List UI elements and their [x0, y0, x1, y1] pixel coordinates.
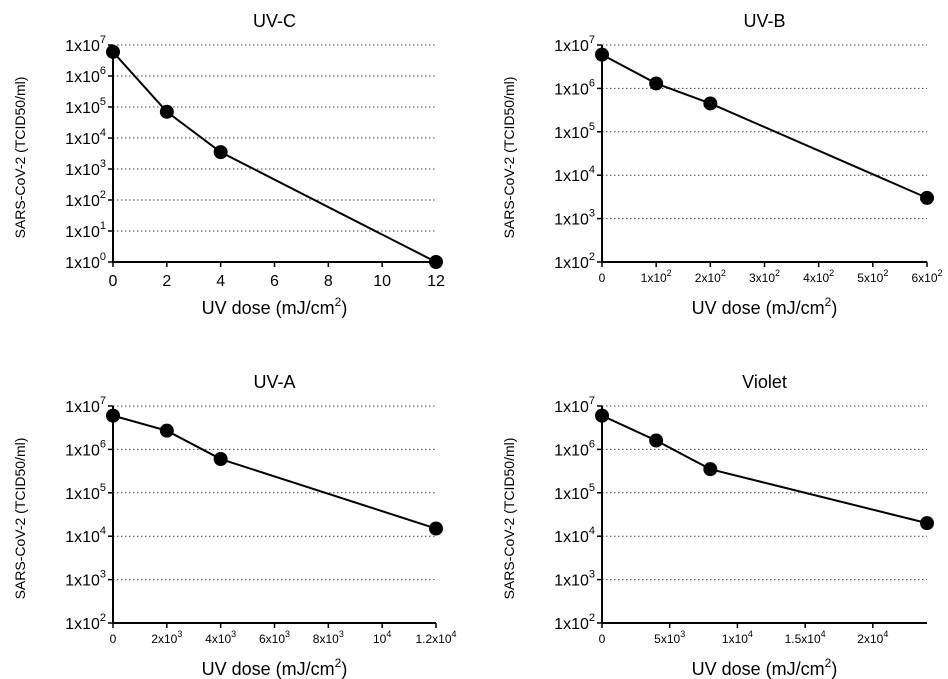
- x-tick-label: 6x102: [911, 268, 942, 285]
- x-axis-label: UV dose (mJ/cm2): [202, 656, 348, 679]
- x-tick-label: 12: [427, 273, 445, 290]
- series-line: [112, 51, 437, 263]
- y-tick-label: 1x105: [65, 96, 106, 117]
- x-tick-label: 5x102: [857, 268, 888, 285]
- x-tick-label: 8: [324, 273, 333, 290]
- data-point: [213, 452, 228, 467]
- y-tick-label: 1x106: [554, 77, 595, 98]
- data-point: [429, 521, 443, 536]
- data-point: [159, 104, 174, 119]
- y-axis-label: SARS-CoV-2 (TCID50/ml): [12, 77, 28, 239]
- x-tick-label: 1.2x104: [415, 629, 456, 646]
- data-point: [649, 433, 664, 448]
- x-tick-label: 0: [110, 632, 117, 646]
- chart-panel-1: 1x100 1x101 1x102 1x103 1x104 1x105 1x106 1x107…: [12, 11, 445, 318]
- y-axis-label: SARS-CoV-2 (TCID50/ml): [12, 438, 28, 600]
- y-tick-label: 1x103: [65, 569, 106, 590]
- data-point: [703, 462, 718, 477]
- x-tick-label: 2x102: [695, 268, 726, 285]
- data-point: [106, 408, 120, 423]
- x-tick-label: 4x103: [205, 629, 236, 646]
- y-tick-label: 1x103: [554, 569, 595, 590]
- y-tick-label: 1x104: [65, 525, 106, 546]
- y-tick-label: 1x107: [65, 34, 106, 55]
- y-tick-label: 1x105: [554, 482, 595, 503]
- series-line: [601, 414, 928, 525]
- x-tick-label: 0: [599, 271, 606, 285]
- y-tick-label: 1x103: [554, 208, 595, 229]
- y-tick-label: 1x104: [554, 525, 595, 546]
- chart-title: UV-B: [743, 11, 785, 31]
- y-tick-label: 1x101: [65, 220, 106, 241]
- data-point: [213, 145, 228, 160]
- x-tick-label: 1.5x104: [785, 629, 826, 646]
- y-tick-label: 1x102: [554, 251, 595, 272]
- y-tick-label: 1x106: [554, 438, 595, 459]
- y-tick-label: 1x107: [65, 395, 106, 416]
- data-point: [595, 408, 609, 423]
- data-point: [429, 255, 443, 269]
- x-tick-label: 10: [373, 273, 391, 290]
- x-tick-label: 1x102: [641, 268, 672, 285]
- data-point: [649, 76, 664, 91]
- y-tick-label: 1x105: [65, 482, 106, 503]
- y-tick-label: 1x102: [65, 612, 106, 633]
- chart-title: Violet: [742, 372, 787, 392]
- x-tick-label: 1x104: [722, 629, 753, 646]
- data-point: [159, 423, 174, 438]
- y-tick-label: 1x103: [65, 158, 106, 179]
- y-axis-label: SARS-CoV-2 (TCID50/ml): [501, 438, 517, 600]
- x-axis-label: UV dose (mJ/cm2): [692, 656, 838, 679]
- x-tick-label: 3x102: [749, 268, 780, 285]
- x-tick-label: 8x103: [313, 629, 344, 646]
- y-tick-label: 1x102: [554, 612, 595, 633]
- chart-panel-3: 1x102 1x103 1x104 1x105 1x106 1x107 0 2x103 4x10…: [12, 372, 457, 679]
- series-line: [601, 53, 928, 199]
- y-tick-label: 1x106: [65, 65, 106, 86]
- y-tick-label: 1x107: [554, 395, 595, 416]
- data-point: [595, 47, 609, 62]
- y-tick-label: 1x100: [65, 251, 106, 272]
- data-point: [106, 44, 120, 59]
- data-point: [703, 96, 718, 111]
- chart-panel-2: 1x102 1x103 1x104 1x105 1x106 1x107 0 1x102 2x10…: [501, 11, 943, 318]
- chart-title: UV-C: [253, 11, 296, 31]
- x-tick-label: 104: [373, 629, 391, 646]
- y-tick-label: 1x104: [65, 127, 106, 148]
- chart-panel-4: 1x102 1x103 1x104 1x105 1x106 1x107 0 5x103 1x10…: [501, 372, 934, 679]
- data-point: [920, 190, 934, 205]
- data-point: [920, 516, 934, 531]
- x-tick-label: 4x102: [803, 268, 834, 285]
- y-tick-label: 1x104: [554, 164, 595, 185]
- x-tick-label: 2x104: [857, 629, 888, 646]
- y-tick-label: 1x105: [554, 121, 595, 142]
- y-tick-label: 1x102: [65, 189, 106, 210]
- x-tick-label: 0: [109, 273, 118, 290]
- x-tick-label: 2: [162, 273, 171, 290]
- y-tick-label: 1x106: [65, 438, 106, 459]
- x-tick-label: 0: [599, 632, 606, 646]
- x-axis-label: UV dose (mJ/cm2): [692, 295, 838, 318]
- x-tick-label: 5x103: [654, 629, 685, 646]
- x-tick-label: 2x103: [151, 629, 182, 646]
- x-tick-label: 6x103: [259, 629, 290, 646]
- x-axis-label: UV dose (mJ/cm2): [202, 295, 348, 318]
- y-tick-label: 1x107: [554, 34, 595, 55]
- series-line: [112, 414, 437, 530]
- x-tick-label: 6: [270, 273, 279, 290]
- x-tick-label: 4: [216, 273, 225, 290]
- chart-title: UV-A: [253, 372, 295, 392]
- y-axis-label: SARS-CoV-2 (TCID50/ml): [501, 77, 517, 239]
